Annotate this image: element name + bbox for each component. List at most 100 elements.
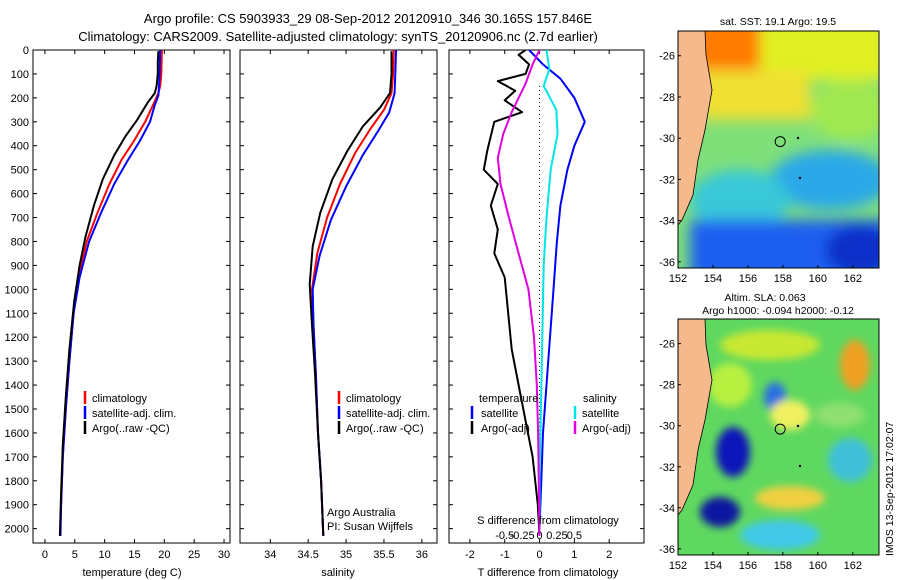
salinity-series: [308, 50, 398, 536]
lat-tick-label: -30: [659, 421, 675, 433]
y-tick-label: 1300: [5, 356, 29, 368]
salinity-panel: 34 34.5 35 35.5 36 salinity climatology sate…: [239, 49, 438, 579]
sst-map-title: sat. SST: 19.1 Argo: 19.5: [720, 16, 836, 28]
lon-tick-label: 158: [774, 560, 792, 572]
lon-tick-label: 156: [739, 560, 757, 572]
x2-tick-label: 0.25: [546, 530, 567, 542]
series-line-argo-raw-qc: [308, 51, 393, 536]
y-tick-label: 1500: [5, 404, 29, 416]
x-tick-label: 10: [99, 549, 111, 561]
track-dot: [798, 464, 802, 468]
eddy-warm-ne: [840, 340, 870, 390]
difference-depth-ticks: [449, 49, 644, 530]
x2-tick-label: -0.25: [510, 530, 535, 542]
y-tick-label: 900: [11, 260, 29, 272]
sla-field: [678, 319, 879, 555]
credit-line2: PI: Susan Wijffels: [327, 521, 413, 533]
x-tick-label: 35.5: [373, 549, 394, 561]
y-tick-label: 600: [11, 189, 29, 201]
temperature-series: [58, 50, 163, 536]
legend-label-argo: Argo(..raw -QC): [92, 423, 170, 435]
x-tick-label: 0: [42, 549, 48, 561]
legend-label-t-argo: Argo(-adj): [481, 423, 530, 435]
lon-tick-label: 154: [704, 560, 722, 572]
sla-map-subtitle: Argo h1000: -0.094 h2000: -0.12: [702, 305, 854, 317]
sla-map-frame: [677, 318, 880, 556]
cool-east: [770, 150, 879, 210]
sla-lon-axis: 152 154 156 158 160 162: [669, 552, 862, 572]
sla-map: Altim. SLA: 0.063 Argo h1000: -0.094 h20…: [659, 292, 896, 572]
lat-tick-label: -36: [659, 257, 675, 269]
sst-lon-axis: 152 154 156 158 160 162: [669, 265, 862, 285]
lat-tick-label: -32: [659, 462, 675, 474]
salinity-legend: climatology satellite-adj. clim. Argo(..…: [337, 391, 430, 435]
x-tick-label: 0: [536, 549, 542, 561]
y-tick-label: 800: [11, 236, 29, 248]
difference-plot-frame: [448, 49, 645, 544]
figure-title-line2: Climatology: CARS2009. Satellite-adjuste…: [78, 29, 598, 44]
x-tick-label: 25: [188, 549, 200, 561]
t-difference-x-axis: -2 -1 0 1 2: [465, 50, 612, 561]
legend-label-climatology: climatology: [92, 393, 148, 405]
y-tick-label: 0: [23, 45, 29, 57]
legend-label-argo: Argo(..raw -QC): [346, 423, 424, 435]
salinity-xlabel: salinity: [321, 567, 355, 579]
lat-tick-label: -26: [659, 51, 675, 63]
salinity-x-axis: 34 34.5 35 35.5 36: [264, 50, 428, 561]
lat-tick-label: -28: [659, 92, 675, 104]
eddy-cool-e: [828, 438, 872, 482]
y-tick-label: 1100: [5, 308, 29, 320]
temperature-x-axis: 0 5 10 15 20 25 30: [42, 50, 230, 561]
lon-tick-label: 158: [774, 273, 792, 285]
series-line-temperature-satellite: [528, 50, 586, 529]
temperature-xlabel: temperature (deg C): [82, 567, 181, 579]
temperature-plot-frame: [32, 49, 231, 544]
sla-coastline: [678, 319, 713, 516]
x2-tick-label: 0: [536, 530, 542, 542]
salinity-plot-frame: [239, 49, 438, 544]
track-dot: [798, 176, 802, 180]
x-tick-label: 30: [218, 549, 230, 561]
depth-axis: 0 100 200 300 400 500 600 700 800 900 1000 1100 1200…: [5, 45, 230, 536]
argo-position-marker: [774, 423, 786, 435]
credit-line1: Argo Australia: [327, 507, 396, 519]
lon-tick-label: 162: [844, 560, 862, 572]
salinity-depth-ticks: [240, 49, 437, 530]
sla-map-title: Altim. SLA: 0.063: [724, 292, 805, 304]
y-tick-label: 1800: [5, 476, 29, 488]
temperature-legend: climatology satellite-adj. clim. Argo(..…: [83, 391, 176, 435]
s-difference-label: S difference from climatology: [477, 515, 619, 527]
x2-tick-label: 0.5: [567, 530, 582, 542]
warm-mid: [700, 70, 810, 120]
x-tick-label: 36: [416, 549, 428, 561]
sst-map: sat. SST: 19.1 Argo: 19.5 152 154 156 158 16…: [659, 16, 880, 285]
eddy-cool-s: [740, 520, 820, 550]
argo-position-marker: [774, 136, 786, 148]
temperature-panel: 0100200300400500600700800900100011001200…: [5, 45, 231, 579]
sst-map-frame: [677, 30, 880, 269]
series-line-argo-raw-qc: [58, 51, 160, 536]
coldest-corner: [825, 225, 879, 268]
sla-lat-axis: -26 -28 -30 -32 -34 -36: [659, 339, 681, 556]
series-line-temperature-argo-adj: [482, 50, 541, 536]
sst-land: [678, 31, 712, 225]
imos-timestamp: IMOS 13-Sep-2012 17:02:07: [884, 422, 896, 556]
sla-land: [678, 319, 712, 515]
eddy-cold-w: [716, 427, 750, 477]
eddy-mild-e: [815, 403, 865, 427]
x-tick-label: -2: [465, 549, 475, 561]
sst-coastline: [678, 31, 713, 226]
s-difference-x-axis: -0.5-0.25 0 0.25 0.5: [495, 530, 582, 542]
y-tick-label: 500: [11, 165, 29, 177]
sla-eddies: [700, 330, 872, 550]
x-tick-label: 20: [158, 549, 170, 561]
y-tick-label: 1400: [5, 380, 29, 392]
legend-label-satellite: satellite-adj. clim.: [346, 408, 430, 420]
x-tick-label: -1: [500, 549, 510, 561]
eddy-cold-sw: [700, 497, 740, 527]
y-tick-label: 700: [11, 213, 29, 225]
x-tick-label: 34: [264, 549, 276, 561]
legend-header-temperature: temperature: [479, 393, 538, 405]
y-tick-label: 1600: [5, 428, 29, 440]
legend-label-climatology: climatology: [346, 393, 402, 405]
